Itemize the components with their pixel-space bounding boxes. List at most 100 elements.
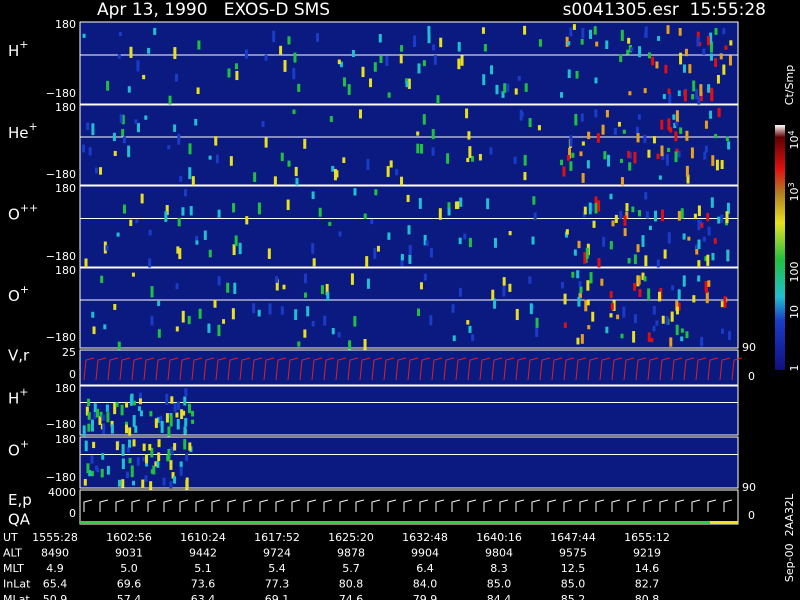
velocity-trace [551,357,563,381]
spectrum-cell [537,125,541,131]
spectrum-cell [714,57,718,67]
spectrum-cell [156,417,160,423]
axis-bottom: −180 [46,331,76,344]
spectrum-cell [644,255,648,267]
row-value: 5.1 [194,562,212,575]
spectrum-cell [700,336,704,347]
velocity-trace [263,357,275,381]
spectrum-cell [632,331,636,343]
spectrum-cell [528,118,532,128]
spectrum-cell [273,176,277,189]
energy-trace [595,499,605,512]
spectrum-cell [110,424,114,434]
spectrum-cell [197,40,201,50]
spectrum-cell [675,110,679,123]
axis-bottom: 0 [69,507,76,520]
spectrum-cell [297,83,301,92]
spectrum-cell [323,315,327,326]
spectrum-cell [605,326,609,334]
spectrum-cell [697,275,701,282]
spectrum-cell [195,235,199,241]
energy-trace [307,499,317,512]
spectrum-cell [168,95,172,106]
spectrum-cell [697,205,701,217]
velocity-trace [731,357,743,381]
velocity-trace [407,357,419,381]
spectrum-cell [704,281,708,291]
spectrum-cell [93,403,97,413]
spectrum-cell [257,202,261,215]
spectrum-cell [234,63,238,70]
spectrum-cell [568,147,572,159]
spectrum-cell [121,479,125,488]
spectrum-cell [714,28,718,35]
velocity-trace [671,357,683,381]
spectrum-cell [142,456,146,462]
spectrum-cell [405,81,409,88]
spectrum-cell [645,211,649,219]
spectrum-cell [622,129,626,134]
spectrum-cell [517,75,521,81]
spectrum-cell [562,166,566,177]
spectrum-cell [623,228,627,237]
spectrum-cell [561,282,565,289]
spectrum-cell [331,165,335,172]
spectrum-cell [169,481,173,489]
spectrum-cell [389,160,393,168]
spectrum-cell [245,216,249,225]
spectrum-cell [153,27,157,35]
spectrum-cell [503,83,507,93]
spectrum-cell [495,84,499,95]
spectrum-cell [90,471,94,477]
spectrum-cell [134,119,138,124]
spectrum-cell [515,308,519,321]
spectrum-cell [726,249,730,262]
spectrum-cell [508,283,512,292]
spectrum-cell [418,198,422,209]
spectrum-cell [127,145,131,158]
colorbar-base: 100 [788,262,800,283]
axis-right-top: 90 [742,481,756,494]
spectrum-cell [173,47,177,60]
row-value: 9878 [337,547,365,560]
velocity-trace [611,357,623,381]
spectrum-cell [652,305,656,315]
spectrum-cell [594,196,598,209]
spectrum-cell [697,239,701,250]
spectrum-cell [682,64,686,73]
spectrum-cell [131,480,135,486]
spectrum-cell [408,254,412,264]
spectrum-cell [373,62,377,72]
row-value: 1647:44 [550,531,596,544]
spectrum-cell [182,410,186,416]
row-value: 80.8 [339,578,364,591]
spectrum-cell [338,231,342,237]
spectrum-cell [122,136,126,144]
spectrum-cell [177,217,181,227]
spectrum-cell [82,425,86,437]
spectrum-cell [601,124,605,135]
spectrum-cell [261,121,265,127]
spectrum-cell [408,245,412,255]
energy-trace [83,499,93,512]
spectrum-cell [709,53,713,61]
velocity-trace [575,357,587,381]
panel-label-sup: ++ [20,202,38,215]
spectrum-cell [184,189,188,197]
energy-trace [611,499,621,512]
spectrum-cell [105,404,109,412]
spectrum-cell [280,152,284,162]
spectrum-cell [370,219,374,225]
spectrum-cell [148,258,152,269]
velocity-trace [515,357,527,381]
spectrum-cell [103,324,107,330]
spectrum-cell [188,167,192,180]
spectrum-cell [400,255,404,267]
row-value: 9219 [633,547,661,560]
spectrum-cell [695,88,699,100]
spectrum-cell [698,41,702,47]
spectrum-cell [692,80,696,92]
colorbar-base: 10 [788,188,800,202]
spectrum-cell [695,245,699,255]
spectrum-cell [88,470,92,477]
